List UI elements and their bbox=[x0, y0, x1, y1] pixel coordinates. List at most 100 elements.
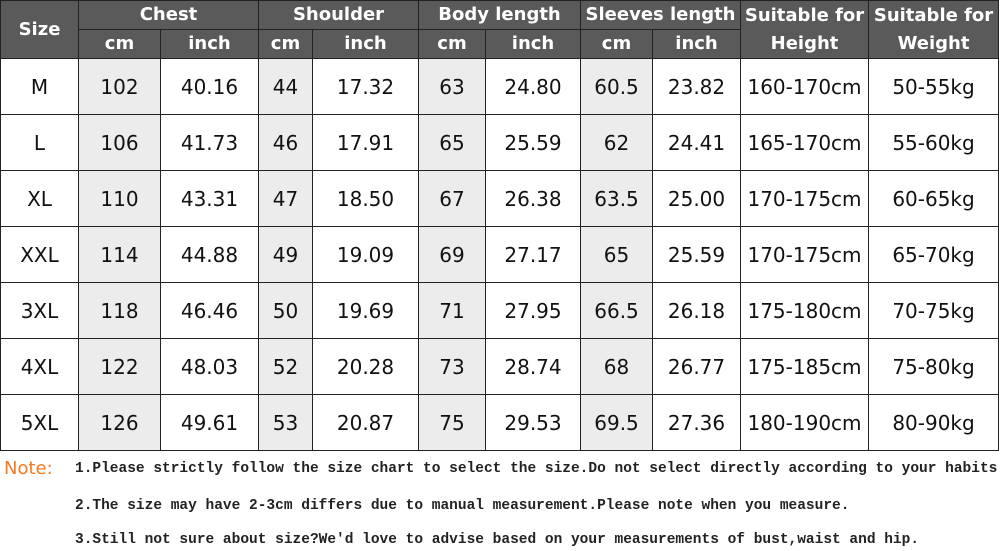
table-cell: 46.46 bbox=[160, 282, 259, 339]
header-row: cm inch cm inch cm inch cm inch bbox=[1, 29, 999, 59]
unit-cell: cm bbox=[580, 29, 654, 59]
size-table: Size Chest Shoulder Body length Sleeves leng… bbox=[0, 0, 1000, 451]
table-cell: 73 bbox=[418, 338, 487, 395]
table-cell: 60-65kg bbox=[868, 170, 1000, 227]
table-body: M 102 40.16 44 17.32 63 24.80 60.5 23.82 160-170c… bbox=[0, 58, 1000, 451]
header-row: Size Chest Shoulder Body length Sleeves leng… bbox=[0, 0, 1000, 59]
unit-cell: inch bbox=[160, 29, 259, 59]
note-line: 1.Please strictly follow the size chart … bbox=[75, 461, 1000, 477]
table-cell: 46 bbox=[258, 114, 313, 171]
table-cell: 5XL bbox=[0, 394, 79, 451]
table-row: L 106 41.73 46 17.91 65 25.59 62 24.41 165-170cm 5… bbox=[0, 114, 1000, 171]
table-cell: 17.91 bbox=[311, 114, 420, 171]
table-cell: 25.59 bbox=[485, 114, 582, 171]
table-cell: 69 bbox=[418, 226, 487, 283]
table-cell: 106 bbox=[78, 114, 161, 171]
table-cell: 26.77 bbox=[652, 338, 742, 395]
table-row: 4XL 122 48.03 52 20.28 73 28.74 68 26.77 175-185c… bbox=[0, 338, 1000, 395]
table-cell: 27.36 bbox=[652, 394, 742, 451]
table-cell: 65 bbox=[418, 114, 487, 171]
unit-cell: cm bbox=[258, 29, 313, 59]
table-cell: 50 bbox=[258, 282, 313, 339]
table-cell: 17.32 bbox=[311, 58, 420, 115]
table-cell: 49.61 bbox=[160, 394, 259, 451]
table-cell: 53 bbox=[258, 394, 313, 451]
table-cell: 55-60kg bbox=[868, 114, 1000, 171]
table-cell: 175-180cm bbox=[740, 282, 870, 339]
table-row: 3XL 118 46.46 50 19.69 71 27.95 66.5 26.18 175-18… bbox=[0, 282, 1000, 339]
header-cell: Suitable for Height bbox=[740, 0, 870, 59]
table-cell: 41.73 bbox=[160, 114, 259, 171]
table-cell: 24.41 bbox=[652, 114, 742, 171]
table-cell: 66.5 bbox=[580, 282, 654, 339]
table-cell: 65 bbox=[580, 226, 654, 283]
table-cell: 170-175cm bbox=[740, 226, 870, 283]
table-cell: 118 bbox=[78, 282, 161, 339]
unit-cell: cm bbox=[78, 29, 161, 59]
table-cell: 19.69 bbox=[311, 282, 420, 339]
table-cell: 47 bbox=[258, 170, 313, 227]
unit-cell: inch bbox=[652, 29, 742, 59]
table-cell: 102 bbox=[78, 58, 161, 115]
table-cell: 65-70kg bbox=[868, 226, 1000, 283]
table-row: XXL 114 44.88 49 19.09 69 27.17 65 25.59 170-175c… bbox=[0, 226, 1000, 283]
table-cell: 63.5 bbox=[580, 170, 654, 227]
table-cell: L bbox=[0, 114, 79, 171]
table-cell: 50-55kg bbox=[868, 58, 1000, 115]
table-cell: 40.16 bbox=[160, 58, 259, 115]
table-cell: 175-185cm bbox=[740, 338, 870, 395]
table-cell: 160-170cm bbox=[740, 58, 870, 115]
header-cell: Size bbox=[0, 0, 79, 59]
table-cell: 27.95 bbox=[485, 282, 582, 339]
header-group: Body length bbox=[418, 0, 582, 30]
table-cell: 114 bbox=[78, 226, 161, 283]
table-cell: 44.88 bbox=[160, 226, 259, 283]
note-line: 3.Still not sure about size?We'd love to… bbox=[75, 532, 920, 548]
unit-cell: inch bbox=[485, 29, 582, 59]
table-cell: 165-170cm bbox=[740, 114, 870, 171]
table-cell: 43.31 bbox=[160, 170, 259, 227]
header-group: Chest bbox=[78, 0, 259, 30]
table-cell: 26.18 bbox=[652, 282, 742, 339]
table-cell: 23.82 bbox=[652, 58, 742, 115]
table-cell: 126 bbox=[78, 394, 161, 451]
table-cell: 20.28 bbox=[311, 338, 420, 395]
table-cell: 29.53 bbox=[485, 394, 582, 451]
table-cell: XL bbox=[0, 170, 79, 227]
table-cell: 27.17 bbox=[485, 226, 582, 283]
table-cell: 60.5 bbox=[580, 58, 654, 115]
unit-cell: inch bbox=[311, 29, 420, 59]
table-row: M 102 40.16 44 17.32 63 24.80 60.5 23.82 160-170c… bbox=[0, 58, 1000, 115]
table-cell: 24.80 bbox=[485, 58, 582, 115]
header-group: Sleeves length bbox=[580, 0, 742, 30]
table-cell: 62 bbox=[580, 114, 654, 171]
table-cell: 180-190cm bbox=[740, 394, 870, 451]
table-cell: 44 bbox=[258, 58, 313, 115]
table-cell: 75-80kg bbox=[868, 338, 1000, 395]
table-cell: XXL bbox=[0, 226, 79, 283]
header-group: Shoulder bbox=[257, 0, 420, 30]
table-cell: 170-175cm bbox=[740, 170, 870, 227]
table-cell: 26.38 bbox=[485, 170, 582, 227]
table-row: XL 110 43.31 47 18.50 67 26.38 63.5 25.00 170-175… bbox=[0, 170, 1000, 227]
table-cell: 25.00 bbox=[652, 170, 742, 227]
note-line: 2.The size may have 2-3cm differs due to… bbox=[75, 498, 850, 514]
unit-cell: cm bbox=[418, 29, 487, 59]
table-cell: 70-75kg bbox=[868, 282, 1000, 339]
table-cell: 63 bbox=[418, 58, 487, 115]
table-cell: 71 bbox=[418, 282, 487, 339]
table-cell: 122 bbox=[78, 338, 161, 395]
header-cell: Suitable for Weight bbox=[868, 0, 1000, 59]
table-cell: 69.5 bbox=[580, 394, 654, 451]
table-cell: 28.74 bbox=[485, 338, 582, 395]
table-row: 5XL 126 49.61 53 20.87 75 29.53 69.5 27.36 180-19… bbox=[0, 394, 1000, 451]
table-cell: 80-90kg bbox=[868, 394, 1000, 451]
table-cell: 67 bbox=[418, 170, 487, 227]
table-cell: 20.87 bbox=[311, 394, 420, 451]
note-label: Note: bbox=[4, 458, 53, 479]
table-cell: 48.03 bbox=[160, 338, 259, 395]
table-cell: 75 bbox=[418, 394, 487, 451]
table-cell: 18.50 bbox=[311, 170, 420, 227]
table-cell: 25.59 bbox=[652, 226, 742, 283]
